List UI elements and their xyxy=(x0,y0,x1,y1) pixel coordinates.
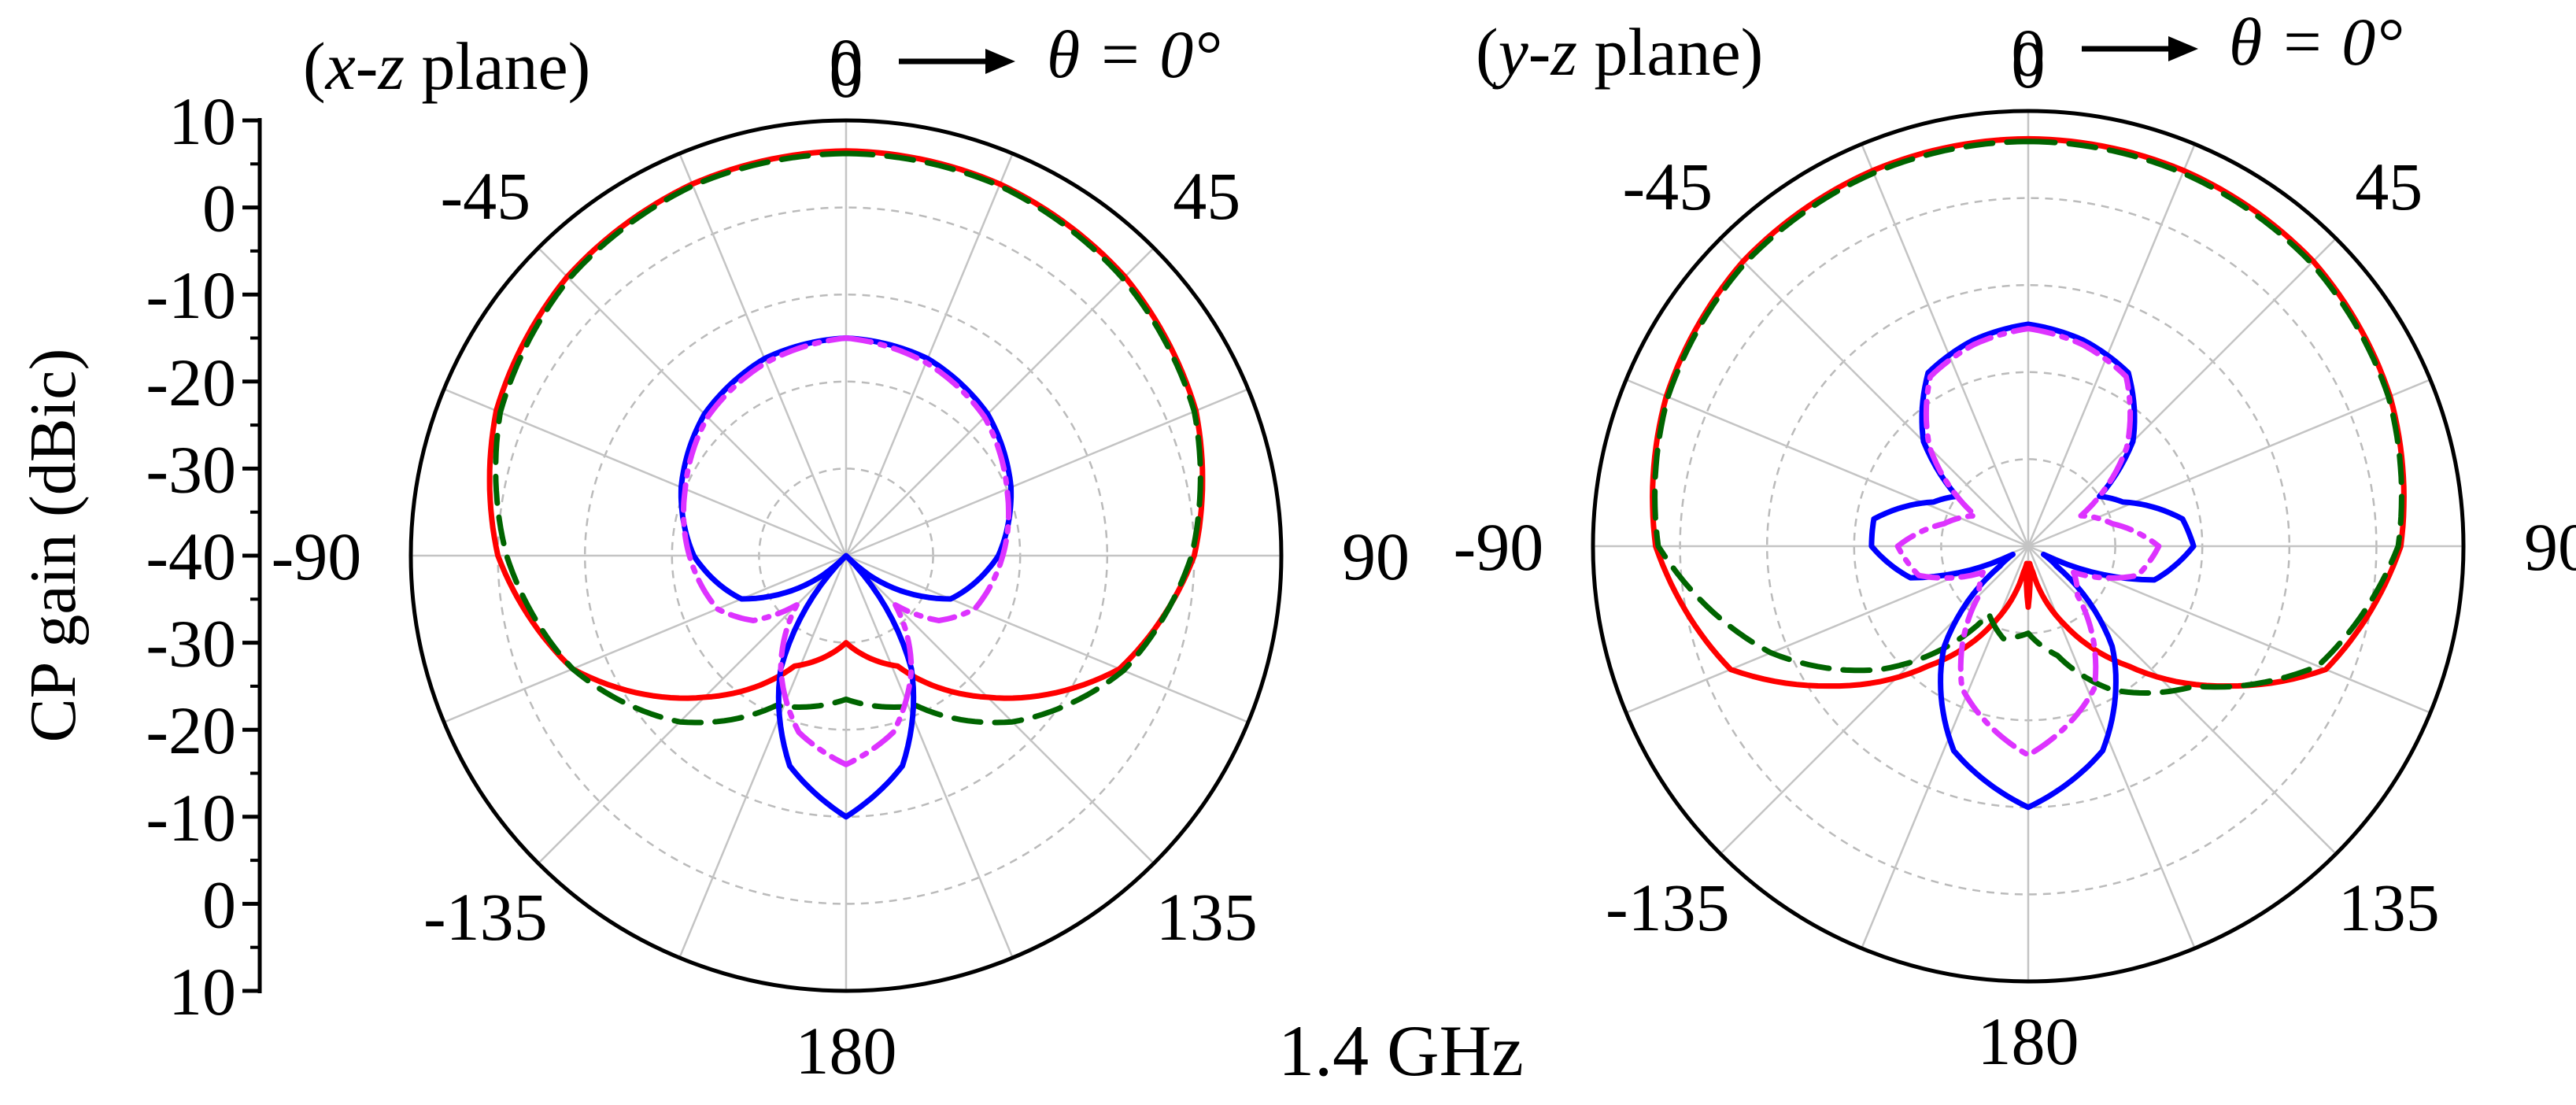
left-spoke xyxy=(678,555,848,959)
left-series-3 xyxy=(681,335,1011,767)
right-angle-tick-label: -135 xyxy=(1606,870,1730,945)
scale-tick-label: 0 xyxy=(202,867,236,942)
left-angle-tick-label: -45 xyxy=(440,158,530,234)
right-spoke xyxy=(2027,379,2431,548)
scale-tick-label: 0 xyxy=(202,171,236,246)
right-angle-tick-label: 90 xyxy=(2524,509,2576,585)
scale-tick-label: -30 xyxy=(146,431,236,507)
left-spoke xyxy=(845,388,1249,557)
right-spoke xyxy=(1625,379,2029,548)
left-angle-tick-label: 90 xyxy=(1342,519,1410,594)
scale-tick-label: 10 xyxy=(168,954,236,1029)
radial-scale-axis: 10 0 -10 -20 -30 -40 -30 -20 -10 0 10 xyxy=(146,83,262,1029)
right-spoke xyxy=(1720,545,2029,855)
left-spoke xyxy=(443,554,847,723)
right-plane-var: y-z xyxy=(1492,14,1577,90)
right-angle-tick-label: -45 xyxy=(1622,149,1713,224)
left-outer-ring xyxy=(408,118,1284,993)
right-series-2 xyxy=(1868,321,2197,811)
y-axis-label: CP gain (dBic) xyxy=(17,349,90,743)
left-angle-tick-label: -90 xyxy=(272,519,362,594)
right-outer-ring xyxy=(1591,109,2466,984)
left-angle-tick-label: 180 xyxy=(796,1013,897,1088)
left-spoke xyxy=(844,555,1014,959)
scale-tick-label: -10 xyxy=(146,257,236,333)
left-spoke xyxy=(845,247,1155,556)
scale-tick-label: -20 xyxy=(146,693,236,768)
scale-tick-label: -10 xyxy=(146,780,236,856)
left-spoke xyxy=(443,388,847,557)
left-theta-origin-label: 0 xyxy=(830,36,863,112)
right-spoke xyxy=(2027,545,2196,949)
right-angle-tick-label: 0 xyxy=(2012,15,2046,91)
right-angle-tick-label: 45 xyxy=(2355,149,2423,224)
left-angle-tick-label: 0 xyxy=(830,24,863,100)
right-spoke xyxy=(1861,545,2030,949)
right-polar-chart: 0 45 90 135 180 -135 -90 -45 0 xyxy=(1454,15,2576,1079)
right-angle-tick-label: 180 xyxy=(1978,1003,2079,1079)
left-spoke xyxy=(845,554,1249,723)
frequency-label: 1.4 GHz xyxy=(1278,1011,1524,1091)
right-spoke xyxy=(2027,238,2337,547)
scale-tick-label: 10 xyxy=(168,83,236,159)
left-spoke xyxy=(844,153,1014,556)
right-spoke xyxy=(1861,143,2030,547)
left-plane-word: plane xyxy=(421,28,567,104)
right-theta-label: θ = 0° xyxy=(2229,4,2403,79)
left-plane-label: (x-z plane) xyxy=(303,28,590,104)
left-angle-tick-label: -135 xyxy=(423,879,548,955)
right-spoke xyxy=(2027,545,2337,855)
scale-tick-label: -40 xyxy=(146,519,236,594)
right-theta-arrowhead xyxy=(2168,36,2198,61)
scale-tick-label: -20 xyxy=(146,345,236,420)
right-angle-tick-label: 135 xyxy=(2338,870,2440,945)
left-plane-var: x-z xyxy=(324,28,405,104)
right-theta-origin-label: 0 xyxy=(2012,27,2046,102)
left-angle-tick-label: 135 xyxy=(1156,879,1258,955)
scale-tick-label: -30 xyxy=(146,606,236,682)
left-spoke xyxy=(678,153,848,556)
right-plane-label: (y-z plane) xyxy=(1476,14,1763,90)
left-series-1 xyxy=(493,150,1203,726)
right-series-3 xyxy=(1894,326,2162,758)
left-series-2 xyxy=(678,335,1015,820)
left-theta-label: θ = 0° xyxy=(1047,17,1221,92)
left-polar-chart: 0 45 90 135 180 -135 -90 -45 0 xyxy=(272,24,1410,1088)
left-angle-tick-label: 45 xyxy=(1173,158,1240,234)
right-series-1 xyxy=(1652,139,2404,696)
right-spoke xyxy=(2027,143,2196,547)
right-spoke xyxy=(1720,238,2029,547)
left-spoke xyxy=(538,247,847,556)
right-plane-word: plane xyxy=(1594,14,1740,90)
right-angle-tick-label: -90 xyxy=(1454,509,1544,585)
left-theta-arrowhead xyxy=(985,49,1015,74)
